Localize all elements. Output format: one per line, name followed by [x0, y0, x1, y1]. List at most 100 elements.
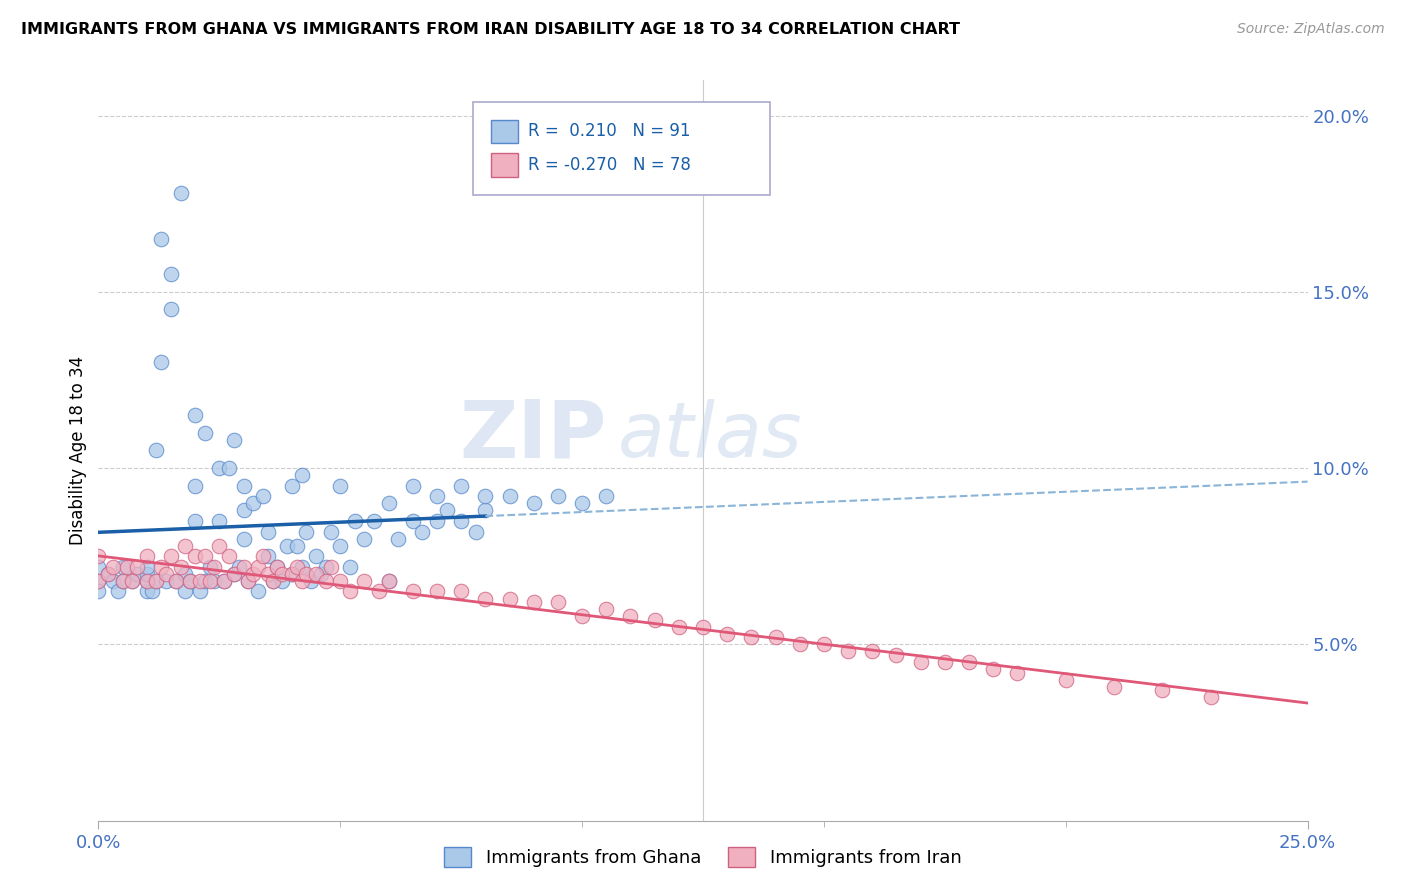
Point	[368, 584, 391, 599]
Point	[232, 479, 254, 493]
Point	[222, 566, 245, 581]
Point	[179, 574, 201, 588]
Point	[571, 609, 593, 624]
Point	[262, 574, 284, 588]
Point	[474, 503, 496, 517]
Point	[184, 479, 207, 493]
Point	[184, 514, 207, 528]
Point	[184, 549, 207, 564]
Point	[692, 620, 714, 634]
Point	[290, 559, 312, 574]
Bar	[492, 120, 517, 144]
Point	[174, 584, 197, 599]
Point	[87, 559, 110, 574]
Point	[222, 433, 245, 447]
Point	[212, 574, 235, 588]
Point	[377, 574, 399, 588]
Point	[474, 489, 496, 503]
Point	[619, 609, 641, 624]
Point	[218, 461, 240, 475]
Point	[329, 574, 352, 588]
Point	[179, 574, 201, 588]
Point	[305, 549, 328, 564]
Point	[837, 644, 859, 658]
Point	[668, 620, 690, 634]
Point	[150, 355, 173, 369]
Point	[716, 627, 738, 641]
Point	[135, 549, 157, 564]
Point	[1007, 665, 1029, 680]
Point	[242, 566, 264, 581]
Point	[160, 267, 183, 281]
Point	[232, 559, 254, 574]
Point	[319, 559, 342, 574]
Point	[1199, 690, 1222, 705]
Point	[150, 232, 173, 246]
Point	[121, 574, 143, 588]
Point	[111, 574, 134, 588]
Point	[135, 566, 157, 581]
Point	[329, 479, 352, 493]
Point	[934, 655, 956, 669]
Point	[169, 186, 191, 200]
Point	[107, 584, 129, 599]
Point	[160, 549, 183, 564]
Point	[547, 489, 569, 503]
Point	[957, 655, 980, 669]
Point	[228, 559, 250, 574]
Point	[1152, 683, 1174, 698]
Text: R = -0.270   N = 78: R = -0.270 N = 78	[527, 156, 690, 174]
Point	[450, 514, 472, 528]
Point	[135, 559, 157, 574]
Point	[290, 468, 312, 483]
Point	[271, 566, 294, 581]
Point	[256, 524, 278, 539]
Point	[232, 503, 254, 517]
Point	[208, 514, 231, 528]
Point	[97, 566, 120, 581]
Point	[813, 637, 835, 651]
Point	[290, 574, 312, 588]
Point	[377, 574, 399, 588]
Point	[281, 566, 304, 581]
Point	[150, 559, 173, 574]
Text: R =  0.210   N = 91: R = 0.210 N = 91	[527, 122, 690, 140]
Text: Source: ZipAtlas.com: Source: ZipAtlas.com	[1237, 22, 1385, 37]
Point	[145, 574, 167, 588]
Point	[981, 662, 1004, 676]
Point	[160, 302, 183, 317]
Point	[910, 655, 932, 669]
Point	[238, 574, 260, 588]
Y-axis label: Disability Age 18 to 34: Disability Age 18 to 34	[69, 356, 87, 545]
Point	[523, 595, 546, 609]
Point	[184, 408, 207, 422]
Point	[155, 574, 177, 588]
Point	[204, 559, 226, 574]
Point	[188, 574, 211, 588]
Point	[363, 514, 385, 528]
Point	[285, 559, 308, 574]
Point	[232, 532, 254, 546]
Point	[309, 566, 332, 581]
Point	[117, 559, 139, 574]
Point	[222, 566, 245, 581]
Point	[295, 566, 318, 581]
Point	[765, 630, 787, 644]
Point	[387, 532, 409, 546]
Point	[247, 584, 270, 599]
Point	[474, 591, 496, 606]
Point	[97, 566, 120, 581]
Point	[145, 574, 167, 588]
Point	[208, 461, 231, 475]
Point	[644, 613, 666, 627]
Point	[281, 479, 304, 493]
Point	[127, 566, 149, 581]
Point	[329, 539, 352, 553]
Point	[436, 503, 458, 517]
Point	[315, 574, 337, 588]
Point	[299, 574, 322, 588]
Point	[135, 584, 157, 599]
Point	[266, 559, 288, 574]
Point	[281, 566, 304, 581]
Point	[135, 574, 157, 588]
